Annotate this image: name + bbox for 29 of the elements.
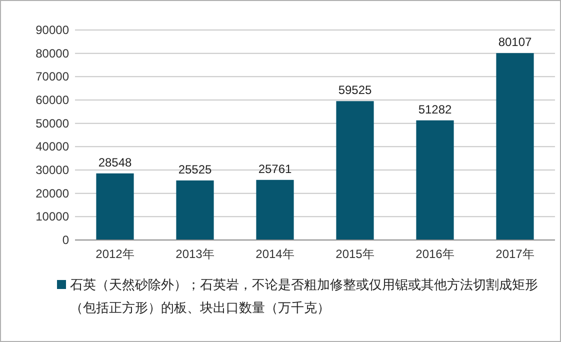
data-label: 28548 xyxy=(98,155,132,170)
y-tick-label: 80000 xyxy=(36,46,70,60)
data-label: 59525 xyxy=(338,83,372,98)
data-label: 25525 xyxy=(178,162,212,176)
bar xyxy=(416,120,454,240)
x-tick-label: 2013年 xyxy=(176,247,214,261)
bar xyxy=(336,101,374,240)
bar xyxy=(176,180,214,240)
bar xyxy=(96,173,134,240)
x-tick-label: 2017年 xyxy=(496,247,534,261)
x-tick-label: 2016年 xyxy=(416,247,454,261)
y-tick-label: 60000 xyxy=(36,93,70,107)
y-tick-label: 0 xyxy=(62,233,70,247)
x-tick-label: 2014年 xyxy=(256,247,294,261)
y-tick-label: 30000 xyxy=(36,163,70,177)
x-tick-label: 2015年 xyxy=(336,247,374,261)
y-tick-label: 10000 xyxy=(36,210,70,224)
y-tick-label: 50000 xyxy=(36,116,70,130)
legend-label: 石英（天然砂除外）；石英岩，不论是否粗加修整或仅用锯或其他方法切割成矩形（包括正方形）的板、块出口数量（万千克） xyxy=(70,277,538,315)
y-tick-label: 40000 xyxy=(36,140,70,154)
y-tick-label: 20000 xyxy=(36,186,70,200)
data-label: 51282 xyxy=(418,102,452,116)
bar xyxy=(496,53,534,240)
y-tick-label: 90000 xyxy=(36,23,70,37)
y-tick-label: 70000 xyxy=(36,70,70,84)
bar xyxy=(256,180,294,240)
data-label: 25761 xyxy=(258,162,292,176)
data-label: 80107 xyxy=(498,35,532,50)
x-tick-label: 2012年 xyxy=(96,247,134,261)
